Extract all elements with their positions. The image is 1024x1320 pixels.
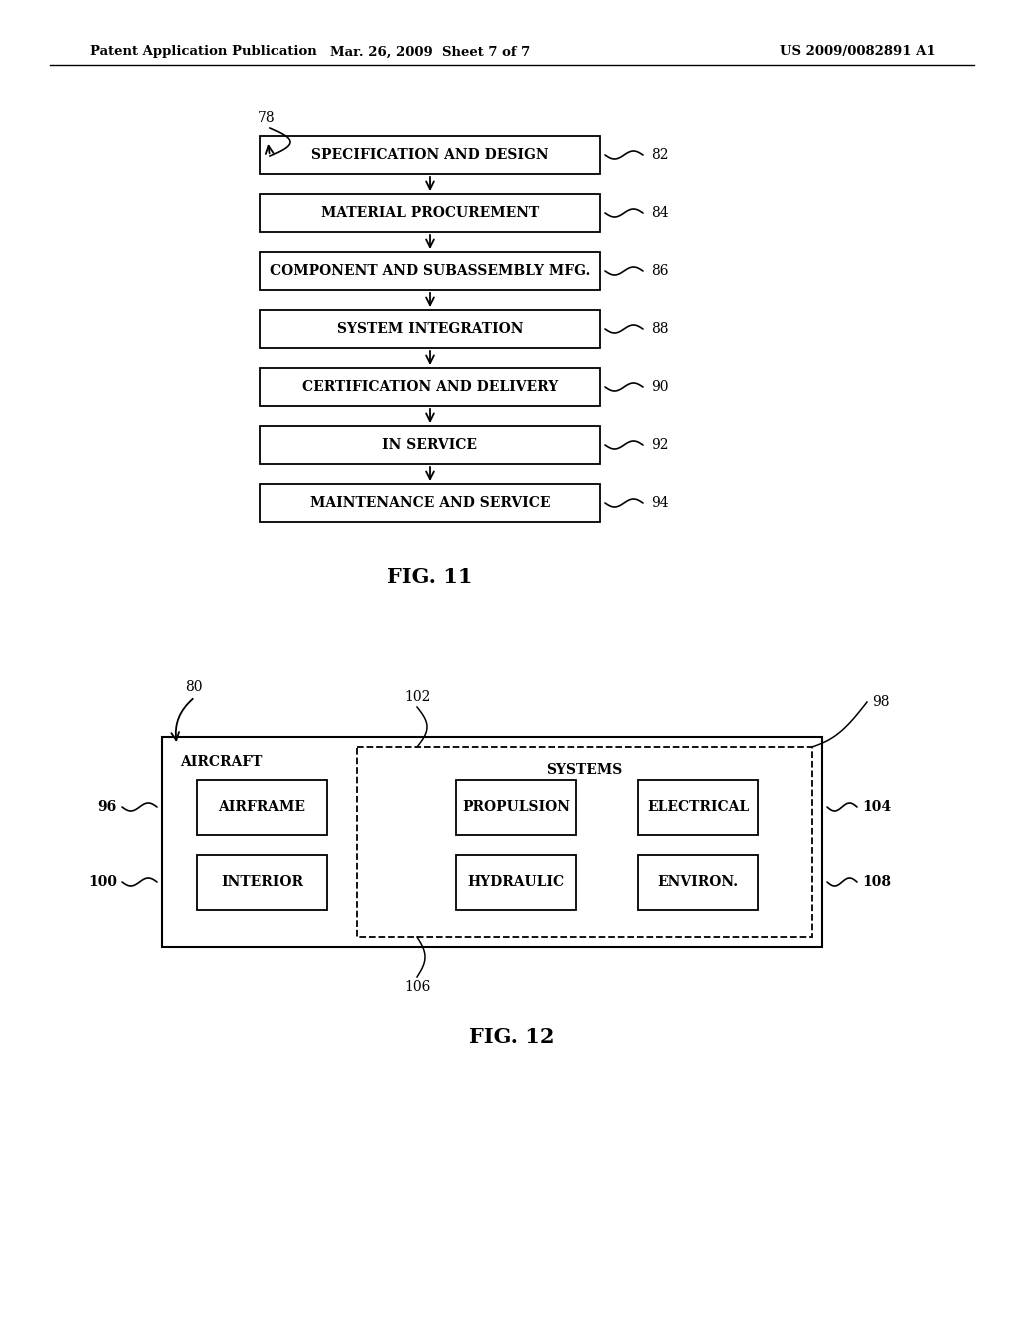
Text: 82: 82 <box>651 148 669 162</box>
Text: AIRFRAME: AIRFRAME <box>218 800 305 814</box>
Bar <box>357 747 812 937</box>
Text: 106: 106 <box>403 979 430 994</box>
Text: IN SERVICE: IN SERVICE <box>383 438 477 451</box>
Bar <box>260 252 600 290</box>
Text: SYSTEMS: SYSTEMS <box>547 763 623 777</box>
Bar <box>457 780 577 834</box>
Bar <box>260 484 600 521</box>
Bar <box>638 854 758 909</box>
Text: Mar. 26, 2009  Sheet 7 of 7: Mar. 26, 2009 Sheet 7 of 7 <box>330 45 530 58</box>
Bar <box>260 426 600 465</box>
Text: Patent Application Publication: Patent Application Publication <box>90 45 316 58</box>
Text: ENVIRON.: ENVIRON. <box>657 875 738 888</box>
Text: 98: 98 <box>872 696 890 709</box>
Text: 102: 102 <box>403 690 430 704</box>
Text: 92: 92 <box>651 438 669 451</box>
Bar <box>162 737 822 946</box>
Text: 104: 104 <box>862 800 891 814</box>
Text: 96: 96 <box>97 800 117 814</box>
Text: INTERIOR: INTERIOR <box>221 875 303 888</box>
Bar <box>197 780 327 834</box>
Text: 78: 78 <box>258 111 275 125</box>
Text: COMPONENT AND SUBASSEMBLY MFG.: COMPONENT AND SUBASSEMBLY MFG. <box>269 264 590 279</box>
Text: HYDRAULIC: HYDRAULIC <box>468 875 565 888</box>
Text: 108: 108 <box>862 875 891 888</box>
Text: ELECTRICAL: ELECTRICAL <box>647 800 750 814</box>
Bar <box>260 310 600 348</box>
Text: SPECIFICATION AND DESIGN: SPECIFICATION AND DESIGN <box>311 148 549 162</box>
Bar <box>638 780 758 834</box>
Text: 80: 80 <box>185 680 203 694</box>
Text: 84: 84 <box>651 206 669 220</box>
Text: MAINTENANCE AND SERVICE: MAINTENANCE AND SERVICE <box>309 496 550 510</box>
Text: CERTIFICATION AND DELIVERY: CERTIFICATION AND DELIVERY <box>302 380 558 393</box>
Text: PROPULSION: PROPULSION <box>462 800 570 814</box>
Bar <box>260 194 600 232</box>
Text: 94: 94 <box>651 496 669 510</box>
Text: FIG. 12: FIG. 12 <box>469 1027 555 1047</box>
Text: 90: 90 <box>651 380 669 393</box>
Text: 88: 88 <box>651 322 669 337</box>
Text: US 2009/0082891 A1: US 2009/0082891 A1 <box>780 45 936 58</box>
Text: FIG. 11: FIG. 11 <box>387 568 473 587</box>
Bar <box>197 854 327 909</box>
Text: 100: 100 <box>88 875 117 888</box>
Text: AIRCRAFT: AIRCRAFT <box>180 755 262 770</box>
Text: MATERIAL PROCUREMENT: MATERIAL PROCUREMENT <box>321 206 539 220</box>
Bar <box>260 368 600 407</box>
Text: 86: 86 <box>651 264 669 279</box>
Text: SYSTEM INTEGRATION: SYSTEM INTEGRATION <box>337 322 523 337</box>
Bar <box>457 854 577 909</box>
Bar <box>260 136 600 174</box>
